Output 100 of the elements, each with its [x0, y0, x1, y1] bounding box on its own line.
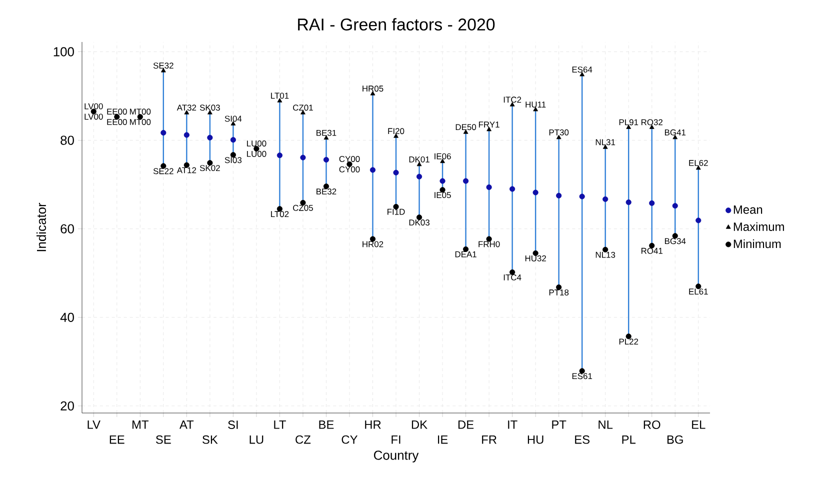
- legend-label: Minimum: [734, 239, 781, 248]
- annotation: ES61: [572, 373, 592, 380]
- x-tick-label: SI: [228, 420, 238, 429]
- annotation: DE50: [456, 124, 476, 130]
- point: [370, 167, 376, 173]
- annotation: LU00: [247, 140, 266, 146]
- x-tick-label: DE: [458, 420, 474, 429]
- annotation: DK01: [409, 156, 430, 162]
- point: [626, 199, 632, 206]
- annotation: HR02: [362, 241, 384, 248]
- x-tick-label: ES: [575, 435, 590, 444]
- annotation: PL91: [619, 119, 638, 126]
- annotation: IE06: [434, 153, 451, 160]
- annotation: NL13: [596, 252, 616, 258]
- x-tick-label: HR: [365, 420, 381, 429]
- x-tick-label: DK: [412, 420, 428, 429]
- annotation: PL22: [619, 338, 638, 345]
- point: [649, 200, 655, 206]
- x-tick-label: FR: [482, 435, 496, 444]
- annotation: LT01: [271, 92, 289, 99]
- point: [602, 196, 608, 202]
- annotation: AT12: [176, 167, 196, 174]
- annotation: EL62: [689, 160, 708, 166]
- x-tick-label: BE: [319, 420, 334, 429]
- annotation: EL61: [689, 288, 708, 295]
- annotation: SI03: [224, 157, 242, 164]
- point: [300, 154, 306, 160]
- annotation: AT32: [176, 104, 196, 111]
- annotation: FI20: [388, 128, 404, 134]
- point: [230, 137, 236, 143]
- annotation: FRY1: [478, 122, 500, 128]
- x-tick-label: SE: [156, 435, 171, 444]
- annotation: CZ01: [293, 104, 313, 111]
- point: [207, 134, 213, 140]
- annotation: DEA1: [455, 251, 476, 258]
- annotation: IE05: [434, 192, 451, 198]
- annotation: BE31: [316, 130, 336, 136]
- x-tick-label: NL: [598, 420, 613, 429]
- point: [486, 184, 492, 190]
- annotation: CY00: [339, 156, 360, 162]
- annotation: MT00: [130, 108, 151, 115]
- point: [532, 190, 538, 196]
- annotation: LV00: [84, 103, 103, 110]
- annotation: RO32: [641, 119, 662, 126]
- point: [696, 218, 702, 224]
- annotation: HR05: [362, 86, 384, 92]
- x-tick-label: EE: [110, 435, 124, 444]
- annotation: BG34: [664, 238, 686, 244]
- point: [510, 186, 516, 192]
- x-tick-label: CY: [342, 435, 358, 444]
- point: [393, 170, 399, 176]
- point: [184, 132, 190, 138]
- y-tick-label: 80: [60, 136, 74, 145]
- y-axis-title: Indicator: [36, 202, 46, 252]
- annotation: HU32: [525, 255, 546, 262]
- x-tick-label: LU: [250, 435, 264, 444]
- x-tick-label: IT: [508, 420, 518, 429]
- point: [579, 194, 585, 200]
- point: [323, 156, 330, 163]
- point: [416, 174, 422, 180]
- point: [160, 130, 166, 136]
- annotation: LT02: [271, 211, 289, 218]
- annotation: RO41: [641, 248, 663, 254]
- annotation: BG41: [664, 129, 686, 136]
- annotation: SK02: [200, 165, 220, 172]
- annotation: MT00: [130, 119, 151, 126]
- x-axis-title: Country: [374, 450, 419, 462]
- x-tick-label: AT: [179, 420, 194, 429]
- x-tick-label: SK: [202, 435, 218, 444]
- annotation: LU00: [247, 150, 266, 157]
- x-tick-label: EL: [692, 420, 706, 429]
- y-tick-label: 20: [60, 401, 74, 410]
- annotation: EE00: [107, 119, 127, 126]
- point: [672, 203, 678, 209]
- x-tick-label: MT: [132, 420, 149, 429]
- annotation: HU11: [526, 102, 546, 108]
- x-tick-label: FI: [392, 435, 400, 444]
- annotation: NL31: [596, 139, 616, 146]
- annotation: EE00: [107, 108, 127, 115]
- point: [556, 192, 562, 198]
- annotation: BE32: [316, 188, 336, 195]
- y-tick-label: 60: [60, 224, 74, 234]
- annotation: PT18: [549, 289, 569, 296]
- annotation: SE32: [153, 62, 174, 69]
- annotation: CY00: [339, 166, 360, 172]
- x-tick-label: HU: [528, 435, 544, 444]
- x-tick-label: PL: [622, 435, 636, 444]
- x-tick-label: PT: [552, 420, 566, 429]
- annotation: SI04: [224, 116, 242, 122]
- annotation: FI1D: [388, 208, 405, 215]
- annotation: ITC2: [504, 96, 522, 103]
- legend-label: Maximum: [734, 222, 784, 231]
- annotation: DK03: [409, 220, 430, 226]
- point: [276, 152, 283, 158]
- x-tick-label: LT: [274, 420, 286, 429]
- x-tick-label: LV: [88, 420, 100, 429]
- annotation: LV00: [84, 114, 103, 120]
- annotation: FRH0: [478, 241, 500, 248]
- point: [440, 178, 446, 184]
- annotation: ITC4: [504, 274, 522, 280]
